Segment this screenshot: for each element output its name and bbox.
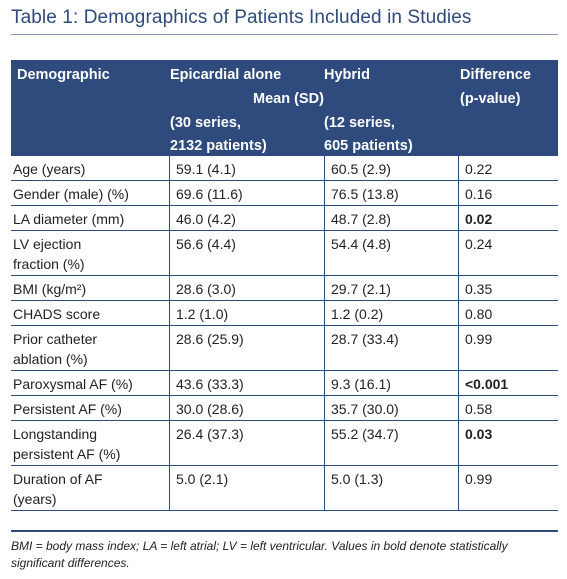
cell-demographic: Persistent AF (%) <box>11 396 169 420</box>
cell-hybrid: 1.2 (0.2) <box>324 301 458 325</box>
table-row: Prior catheter ablation (%) 28.6 (25.9) 28.… <box>11 326 558 371</box>
cell-difference: 0.58 <box>458 396 558 420</box>
cell-hybrid: 35.7 (30.0) <box>324 396 458 420</box>
demographic-line: Longstanding <box>13 426 98 442</box>
header-mean-sd: Mean (SD) <box>253 91 324 107</box>
header-hyb-series: (12 series, <box>324 115 395 131</box>
cell-difference: 0.99 <box>458 466 558 510</box>
cell-epicardial: 26.4 (37.3) <box>169 421 324 465</box>
footnote-line-1: BMI = body mass index; LA = left atrial;… <box>11 539 508 553</box>
table-header: Demographic Epicardial alone Hybrid Diff… <box>11 60 558 156</box>
cell-difference: 0.03 <box>458 421 558 465</box>
cell-demographic: Prior catheter ablation (%) <box>11 326 169 370</box>
footnote-line-2: significant differences. <box>11 556 130 570</box>
header-demographic: Demographic <box>17 67 110 83</box>
demographic-line: CHADS score <box>13 306 101 322</box>
cell-hybrid: 54.4 (4.8) <box>324 231 458 275</box>
table-row: BMI (kg/m²) 28.6 (3.0) 29.7 (2.1) 0.35 <box>11 276 558 301</box>
table-footnote: BMI = body mass index; LA = left atrial;… <box>11 538 561 572</box>
cell-hybrid: 28.7 (33.4) <box>324 326 458 370</box>
header-pvalue: (p-value) <box>460 91 521 107</box>
header-hybrid: Hybrid <box>324 67 370 83</box>
cell-epicardial: 56.6 (4.4) <box>169 231 324 275</box>
demographic-line: Gender (male) (%) <box>13 186 129 202</box>
cell-demographic: Age (years) <box>11 156 169 180</box>
header-hyb-patients: 605 patients) <box>324 138 413 154</box>
table-row: Longstanding persistent AF (%) 26.4 (37.3)… <box>11 421 558 466</box>
demographic-line: Persistent AF (%) <box>13 401 122 417</box>
table-row: Duration of AF (years) 5.0 (2.1) 5.0 (1.3) 0… <box>11 466 558 511</box>
demographic-line: Duration of AF <box>13 471 103 487</box>
cell-epicardial: 28.6 (25.9) <box>169 326 324 370</box>
cell-hybrid: 60.5 (2.9) <box>324 156 458 180</box>
cell-difference: 0.02 <box>458 206 558 230</box>
cell-demographic: Paroxysmal AF (%) <box>11 371 169 395</box>
table-row: Gender (male) (%) 69.6 (11.6) 76.5 (13.8) 0… <box>11 181 558 206</box>
demographic-line: Prior catheter <box>13 331 98 347</box>
cell-hybrid: 48.7 (2.8) <box>324 206 458 230</box>
cell-hybrid: 9.3 (16.1) <box>324 371 458 395</box>
demographic-line: LA diameter (mm) <box>13 211 125 227</box>
cell-epicardial: 1.2 (1.0) <box>169 301 324 325</box>
demographic-line: BMI (kg/m²) <box>13 281 87 297</box>
cell-epicardial: 46.0 (4.2) <box>169 206 324 230</box>
table-row: Persistent AF (%) 30.0 (28.6) 35.7 (30.0) 0… <box>11 396 558 421</box>
header-epi-patients: 2132 patients) <box>170 138 267 154</box>
demographic-line: (years) <box>13 491 57 507</box>
demographic-line: ablation (%) <box>13 351 88 367</box>
cell-difference: 0.80 <box>458 301 558 325</box>
cell-difference: 0.35 <box>458 276 558 300</box>
demographic-line: Paroxysmal AF (%) <box>13 376 133 392</box>
demographic-line: fraction (%) <box>13 256 85 272</box>
cell-epicardial: 59.1 (4.1) <box>169 156 324 180</box>
demographic-line: persistent AF (%) <box>13 446 121 462</box>
cell-difference: 0.22 <box>458 156 558 180</box>
table-row: Age (years) 59.1 (4.1) 60.5 (2.9) 0.22 <box>11 156 558 181</box>
cell-demographic: LA diameter (mm) <box>11 206 169 230</box>
cell-demographic: Longstanding persistent AF (%) <box>11 421 169 465</box>
cell-epicardial: 28.6 (3.0) <box>169 276 324 300</box>
header-difference: Difference <box>460 67 531 83</box>
table-row: LV ejection fraction (%) 56.6 (4.4) 54.4 (4… <box>11 231 558 276</box>
cell-difference: 0.16 <box>458 181 558 205</box>
table-title: Table 1: Demographics of Patients Includ… <box>11 7 472 28</box>
table-row: CHADS score 1.2 (1.0) 1.2 (0.2) 0.80 <box>11 301 558 326</box>
cell-hybrid: 5.0 (1.3) <box>324 466 458 510</box>
cell-epicardial: 5.0 (2.1) <box>169 466 324 510</box>
cell-hybrid: 55.2 (34.7) <box>324 421 458 465</box>
cell-demographic: Gender (male) (%) <box>11 181 169 205</box>
cell-hybrid: 29.7 (2.1) <box>324 276 458 300</box>
cell-difference: <0.001 <box>458 371 558 395</box>
cell-difference: 0.24 <box>458 231 558 275</box>
table-row: LA diameter (mm) 46.0 (4.2) 48.7 (2.8) 0.02 <box>11 206 558 231</box>
cell-demographic: Duration of AF (years) <box>11 466 169 510</box>
demographic-line: Age (years) <box>13 161 86 177</box>
title-divider <box>11 34 558 35</box>
cell-epicardial: 30.0 (28.6) <box>169 396 324 420</box>
table-bottom-rule <box>11 530 558 532</box>
cell-hybrid: 76.5 (13.8) <box>324 181 458 205</box>
header-epi-series: (30 series, <box>170 115 241 131</box>
cell-epicardial: 43.6 (33.3) <box>169 371 324 395</box>
cell-epicardial: 69.6 (11.6) <box>169 181 324 205</box>
table-row: Paroxysmal AF (%) 43.6 (33.3) 9.3 (16.1) <0… <box>11 371 558 396</box>
cell-demographic: BMI (kg/m²) <box>11 276 169 300</box>
demographic-line: LV ejection <box>13 236 82 252</box>
cell-demographic: LV ejection fraction (%) <box>11 231 169 275</box>
cell-demographic: CHADS score <box>11 301 169 325</box>
header-epicardial: Epicardial alone <box>170 67 282 83</box>
cell-difference: 0.99 <box>458 326 558 370</box>
